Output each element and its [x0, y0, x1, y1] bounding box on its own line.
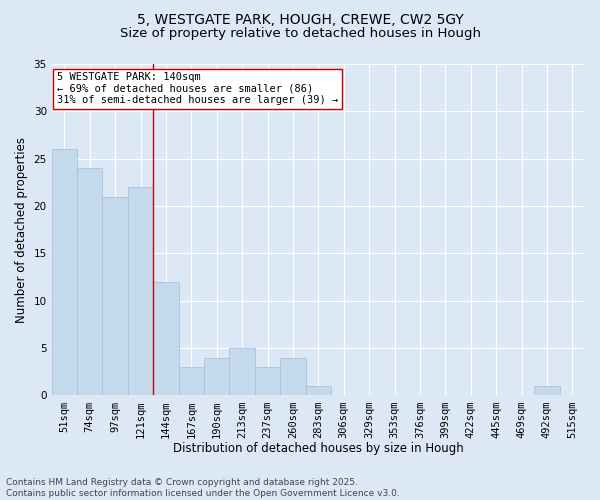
Bar — [534, 386, 560, 396]
Bar — [305, 386, 331, 396]
Text: 5 WESTGATE PARK: 140sqm
← 69% of detached houses are smaller (86)
31% of semi-de: 5 WESTGATE PARK: 140sqm ← 69% of detache… — [57, 72, 338, 106]
Y-axis label: Number of detached properties: Number of detached properties — [15, 136, 28, 322]
Text: Contains HM Land Registry data © Crown copyright and database right 2025.
Contai: Contains HM Land Registry data © Crown c… — [6, 478, 400, 498]
Bar — [52, 149, 77, 396]
Bar — [77, 168, 103, 396]
Bar — [255, 367, 280, 396]
Bar — [128, 187, 153, 396]
Bar — [153, 282, 179, 396]
Bar — [179, 367, 204, 396]
X-axis label: Distribution of detached houses by size in Hough: Distribution of detached houses by size … — [173, 442, 464, 455]
Text: 5, WESTGATE PARK, HOUGH, CREWE, CW2 5GY: 5, WESTGATE PARK, HOUGH, CREWE, CW2 5GY — [137, 12, 463, 26]
Text: Size of property relative to detached houses in Hough: Size of property relative to detached ho… — [119, 28, 481, 40]
Bar — [229, 348, 255, 396]
Bar — [280, 358, 305, 396]
Bar — [204, 358, 229, 396]
Bar — [103, 196, 128, 396]
